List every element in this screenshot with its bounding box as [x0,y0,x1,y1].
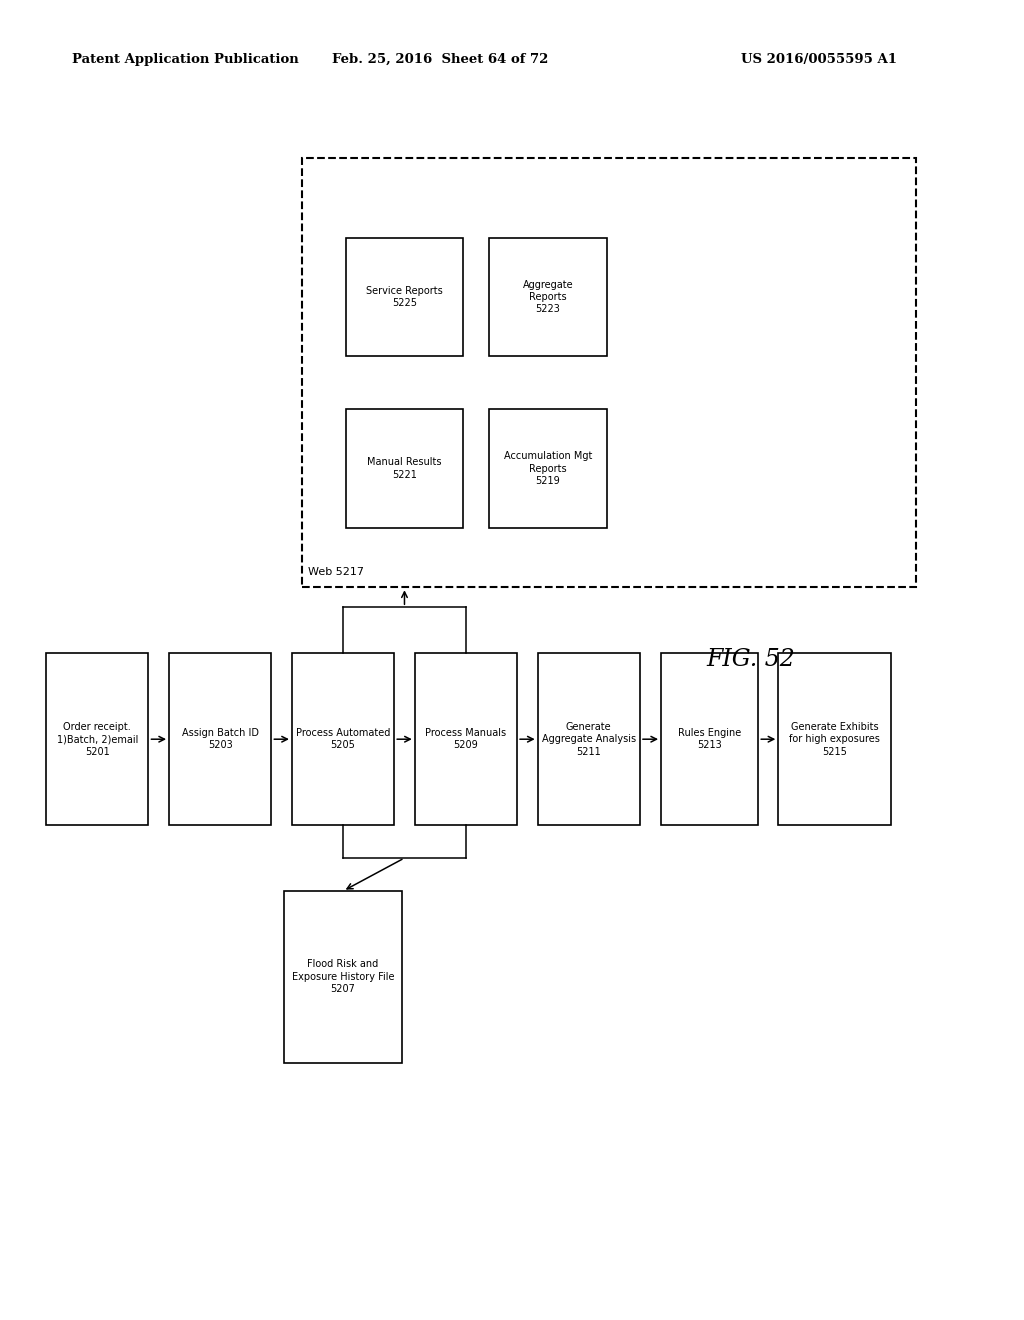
Text: Service Reports
5225: Service Reports 5225 [367,286,442,308]
Bar [346,409,463,528]
Text: Generate
Aggregate Analysis
5211: Generate Aggregate Analysis 5211 [542,722,636,756]
Bar [302,158,916,587]
Text: Process Automated
5205: Process Automated 5205 [296,729,390,750]
Text: Process Manuals
5209: Process Manuals 5209 [425,729,507,750]
Bar [46,653,148,825]
Text: US 2016/0055595 A1: US 2016/0055595 A1 [741,53,897,66]
Text: FIG. 52: FIG. 52 [707,648,796,672]
Bar [778,653,891,825]
Bar [169,653,271,825]
Text: Flood Risk and
Exposure History File
5207: Flood Risk and Exposure History File 520… [292,960,394,994]
Text: Order receipt.
1)Batch, 2)email
5201: Order receipt. 1)Batch, 2)email 5201 [56,722,138,756]
Text: Generate Exhibits
for high exposures
5215: Generate Exhibits for high exposures 521… [790,722,880,756]
Text: Web 5217: Web 5217 [308,566,365,577]
Bar [415,653,517,825]
Text: Manual Results
5221: Manual Results 5221 [368,458,441,479]
Bar [662,653,758,825]
Bar [292,653,394,825]
Bar [538,653,640,825]
Text: Patent Application Publication: Patent Application Publication [72,53,298,66]
Text: Feb. 25, 2016  Sheet 64 of 72: Feb. 25, 2016 Sheet 64 of 72 [332,53,549,66]
Bar [489,409,606,528]
Bar [285,891,401,1063]
Text: Rules Engine
5213: Rules Engine 5213 [678,729,741,750]
Bar [346,238,463,356]
Text: Assign Batch ID
5203: Assign Batch ID 5203 [181,729,259,750]
Bar [489,238,606,356]
Text: Aggregate
Reports
5223: Aggregate Reports 5223 [522,280,573,314]
Text: Accumulation Mgt
Reports
5219: Accumulation Mgt Reports 5219 [504,451,592,486]
